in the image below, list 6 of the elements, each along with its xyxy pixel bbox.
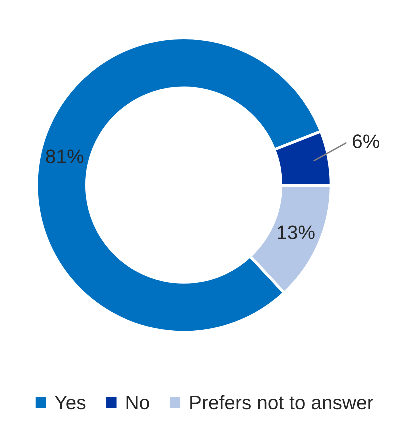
legend-label: Yes [55,396,86,410]
legend-label: Prefers not to answer [190,395,374,410]
legend-label: No [126,396,150,410]
data-label: 13% [278,226,315,240]
data-label: 81% [46,150,84,164]
data-label: 6% [353,134,380,148]
